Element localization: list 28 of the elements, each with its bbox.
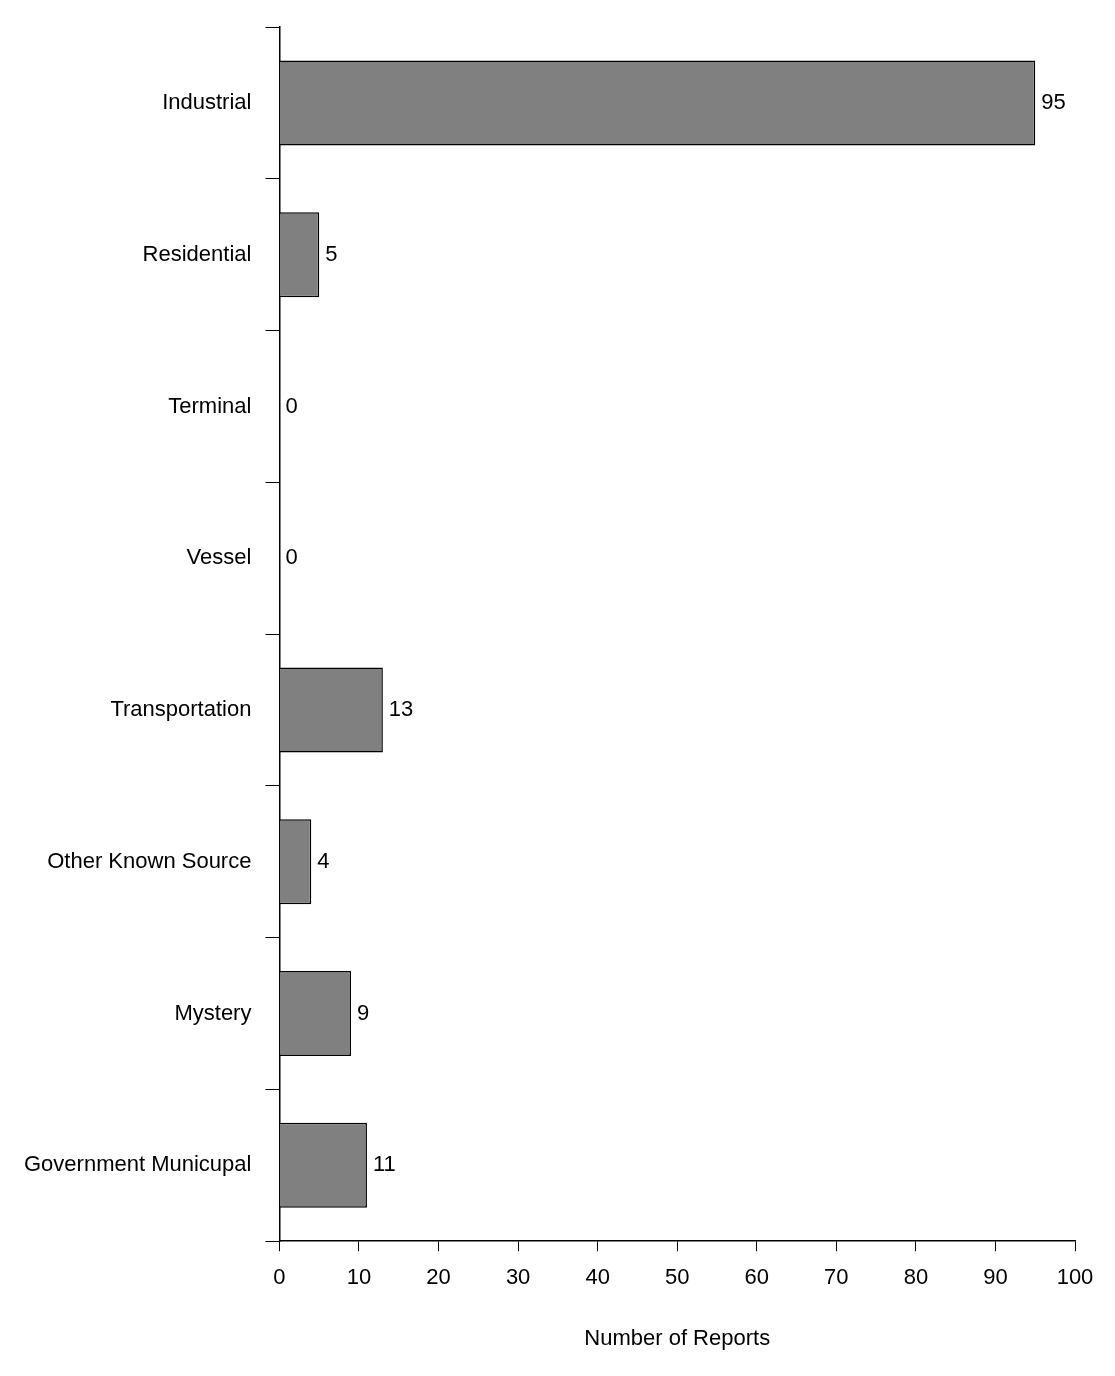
x-tick-label: 0	[273, 1264, 286, 1290]
x-tick-label: 40	[585, 1264, 610, 1290]
y-tick-label: Residential	[142, 240, 252, 266]
x-tick-label: 100	[1056, 1264, 1094, 1290]
data-label: 5	[325, 240, 338, 266]
y-tick-label: Transportation	[110, 696, 252, 722]
x-tick-label: 90	[983, 1264, 1008, 1290]
x-tick-label: 30	[505, 1264, 531, 1290]
y-tick-label: Other Known Source	[47, 847, 252, 873]
x-tick-label: 80	[903, 1264, 929, 1290]
x-tick-label: 10	[346, 1264, 372, 1290]
y-tick-label: Government Municupal	[23, 1151, 252, 1177]
y-tick-label: Vessel	[186, 544, 252, 570]
data-label: 4	[317, 847, 330, 873]
x-tick-label: 50	[664, 1264, 690, 1290]
y-tick-label: Terminal	[168, 392, 252, 418]
x-tick-label: 70	[824, 1264, 849, 1290]
data-label: 13	[388, 696, 414, 722]
x-axis-title: Number of Reports	[584, 1324, 771, 1350]
data-label: 9	[357, 999, 370, 1025]
x-tick-label: 20	[426, 1264, 451, 1290]
data-label: 0	[285, 392, 298, 418]
y-tick-label: Mystery	[174, 999, 252, 1025]
data-label: 0	[285, 544, 298, 570]
data-label: 95	[1041, 89, 1066, 115]
y-tick-label: Industrial	[162, 89, 252, 115]
x-tick-label: 60	[744, 1264, 770, 1290]
data-label: 11	[372, 1151, 396, 1177]
